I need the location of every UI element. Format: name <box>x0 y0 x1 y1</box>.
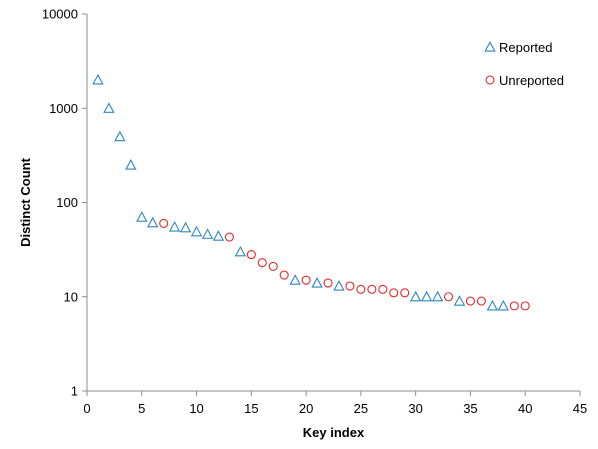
data-point <box>420 290 433 302</box>
legend-item-reported: Reported <box>484 40 552 55</box>
y-tick-label: 10000 <box>42 7 78 22</box>
y-tick-label: 1 <box>71 384 78 399</box>
data-point <box>190 225 203 237</box>
series-reported <box>92 73 510 311</box>
x-axis-title: Key index <box>303 425 365 440</box>
data-point <box>409 290 422 302</box>
data-point <box>114 130 126 142</box>
x-tick-label: 45 <box>573 401 587 416</box>
legend-item-unreported: Unreported <box>485 73 564 88</box>
data-point <box>453 295 466 306</box>
data-point <box>367 284 377 294</box>
x-tick-label: 25 <box>354 401 368 416</box>
data-point <box>378 284 388 294</box>
x-tick-label: 0 <box>83 401 90 416</box>
data-point <box>168 221 181 232</box>
data-point <box>520 301 530 311</box>
data-point <box>311 277 323 288</box>
data-points <box>92 73 530 311</box>
data-point <box>356 284 366 294</box>
data-point <box>289 274 301 285</box>
data-point <box>431 290 444 302</box>
data-point <box>125 159 137 170</box>
data-point <box>389 288 399 298</box>
data-point <box>234 245 247 257</box>
data-point <box>212 230 225 241</box>
data-point <box>486 299 499 311</box>
data-point <box>136 211 148 222</box>
data-point <box>257 258 267 268</box>
data-point <box>476 296 486 306</box>
y-axis-title: Distinct Count <box>18 157 33 246</box>
series-unreported <box>159 218 530 311</box>
data-point <box>179 221 192 233</box>
legend-marker <box>485 75 495 85</box>
data-point <box>333 280 345 291</box>
x-tick-label: 40 <box>518 401 532 416</box>
data-point <box>201 228 214 239</box>
legend-label: Unreported <box>499 73 564 88</box>
data-point <box>246 250 256 260</box>
data-point <box>301 275 311 285</box>
y-tick-label: 100 <box>56 195 78 210</box>
data-point <box>465 296 475 306</box>
data-point <box>268 261 278 271</box>
data-point <box>345 281 355 291</box>
x-tick-label: 10 <box>189 401 203 416</box>
data-point <box>159 218 169 228</box>
data-point <box>92 73 104 85</box>
data-point <box>400 288 410 298</box>
data-point <box>224 232 234 242</box>
data-point <box>443 292 454 302</box>
data-point <box>147 216 159 228</box>
x-tick-label: 30 <box>408 401 422 416</box>
data-point <box>497 299 510 311</box>
data-point <box>279 270 289 280</box>
legend-marker <box>484 41 496 52</box>
x-tick-label: 15 <box>244 401 258 416</box>
y-tick-label: 1000 <box>49 101 78 116</box>
x-tick-label: 35 <box>463 401 477 416</box>
data-point <box>103 102 115 113</box>
x-tick-label: 5 <box>138 401 145 416</box>
y-tick-label: 10 <box>64 289 78 304</box>
axes: 1 10 100 1000 10000 0 5 10 15 20 25 30 35 40 45 <box>42 7 587 417</box>
data-point <box>509 301 519 311</box>
legend: Reported Unreported <box>484 40 564 88</box>
data-point <box>323 278 333 288</box>
x-tick-label: 20 <box>299 401 313 416</box>
legend-label: Reported <box>499 40 552 55</box>
